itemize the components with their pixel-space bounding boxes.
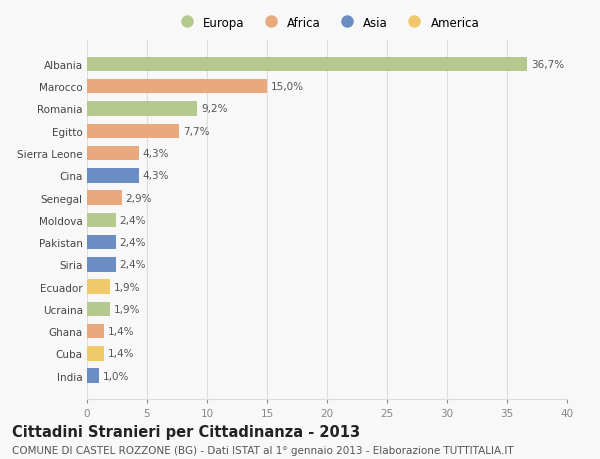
Bar — [87, 102, 197, 117]
Text: 1,9%: 1,9% — [113, 304, 140, 314]
Bar — [87, 213, 116, 228]
Text: COMUNE DI CASTEL ROZZONE (BG) - Dati ISTAT al 1° gennaio 2013 - Elaborazione TUT: COMUNE DI CASTEL ROZZONE (BG) - Dati IST… — [12, 445, 514, 455]
Text: 1,4%: 1,4% — [107, 326, 134, 336]
Text: 4,3%: 4,3% — [142, 149, 169, 159]
Text: 1,4%: 1,4% — [107, 349, 134, 358]
Text: 1,0%: 1,0% — [103, 371, 129, 381]
Bar — [87, 257, 116, 272]
Text: 2,4%: 2,4% — [119, 215, 146, 225]
Bar — [87, 57, 527, 72]
Text: 1,9%: 1,9% — [113, 282, 140, 292]
Text: 15,0%: 15,0% — [271, 82, 304, 92]
Text: 9,2%: 9,2% — [201, 104, 227, 114]
Bar — [87, 369, 99, 383]
Bar — [87, 324, 104, 339]
Bar — [87, 80, 267, 94]
Bar — [87, 146, 139, 161]
Text: 2,4%: 2,4% — [119, 238, 146, 247]
Bar — [87, 191, 122, 205]
Bar — [87, 235, 116, 250]
Bar — [87, 168, 139, 183]
Text: 36,7%: 36,7% — [531, 60, 564, 70]
Text: 4,3%: 4,3% — [142, 171, 169, 181]
Bar — [87, 280, 110, 294]
Text: 2,9%: 2,9% — [125, 193, 152, 203]
Bar — [87, 347, 104, 361]
Text: 7,7%: 7,7% — [183, 127, 209, 136]
Text: 2,4%: 2,4% — [119, 260, 146, 270]
Text: Cittadini Stranieri per Cittadinanza - 2013: Cittadini Stranieri per Cittadinanza - 2… — [12, 425, 360, 440]
Bar — [87, 124, 179, 139]
Legend: Europa, Africa, Asia, America: Europa, Africa, Asia, America — [172, 14, 482, 32]
Bar — [87, 302, 110, 316]
